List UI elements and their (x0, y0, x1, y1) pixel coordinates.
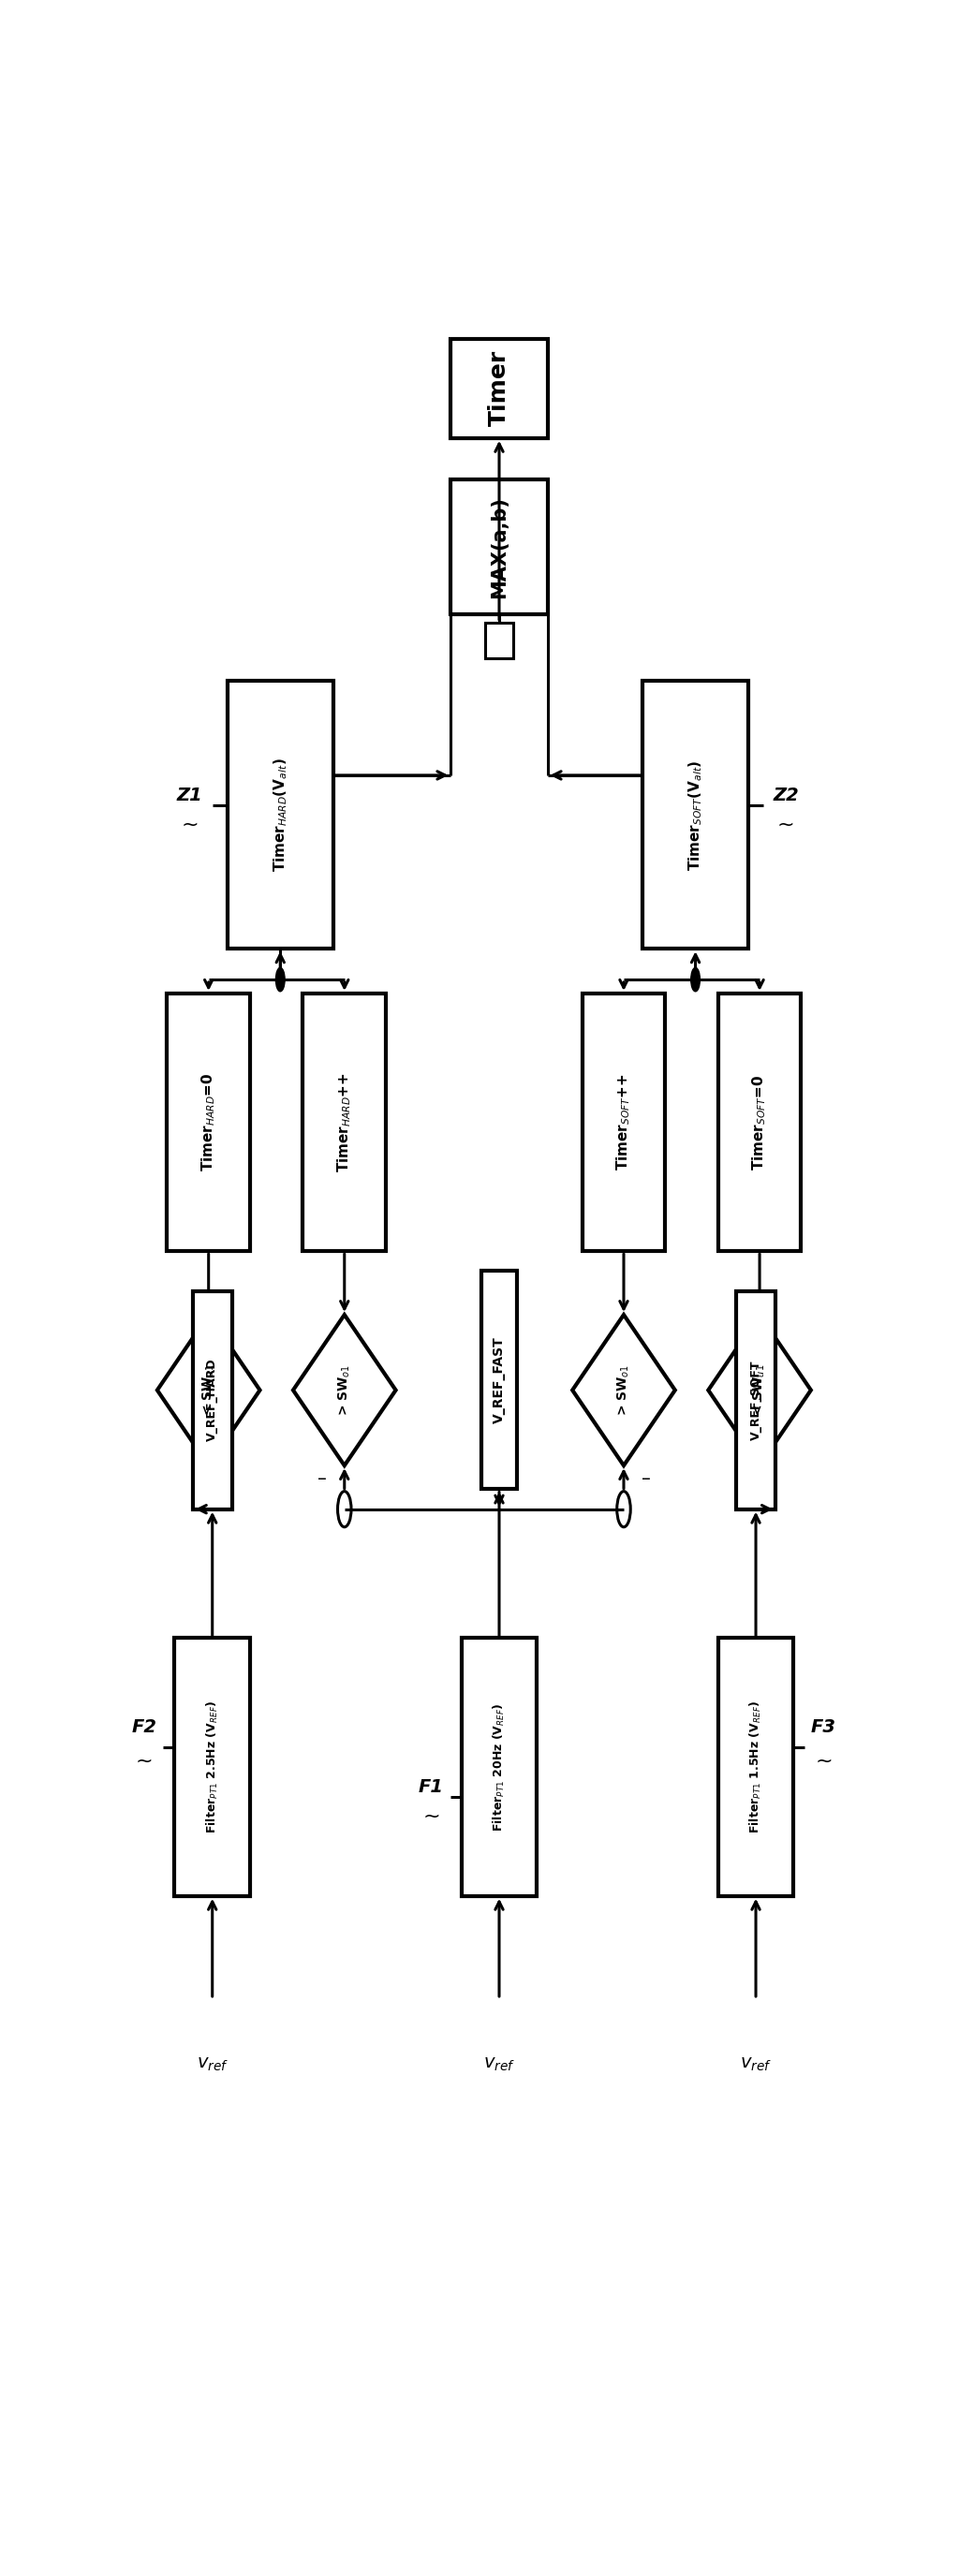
Polygon shape (708, 1314, 811, 1466)
Text: Z2: Z2 (773, 786, 799, 804)
Bar (736, 1291, 775, 1510)
Text: Timer$_{SOFT}$=0: Timer$_{SOFT}$=0 (751, 1074, 768, 1170)
Circle shape (691, 969, 700, 992)
Text: Filter$_{PT1}$ 2.5Hz (V$_{REF}$): Filter$_{PT1}$ 2.5Hz (V$_{REF}$) (205, 1700, 220, 1834)
Text: > SW$_{o1}$: > SW$_{o1}$ (337, 1365, 353, 1417)
Bar (168, 994, 250, 1252)
Text: ~: ~ (777, 817, 795, 835)
Text: $v_{ref}$: $v_{ref}$ (740, 2056, 771, 2074)
Bar (718, 994, 801, 1252)
Bar (462, 1638, 537, 1896)
Text: F2: F2 (131, 1718, 157, 1736)
Polygon shape (293, 1314, 395, 1466)
Text: Timer$_{SOFT}$++: Timer$_{SOFT}$++ (615, 1074, 632, 1172)
Text: < SW$_{u1}$: < SW$_{u1}$ (752, 1365, 768, 1417)
Text: V_REF_FAST: V_REF_FAST (493, 1337, 506, 1425)
Text: Timer$_{SOFT}$(V$_{alt}$): Timer$_{SOFT}$(V$_{alt}$) (687, 760, 704, 871)
Polygon shape (573, 1314, 675, 1466)
Bar (303, 994, 386, 1252)
Bar (193, 1291, 232, 1510)
Bar (485, 623, 513, 659)
Text: < SW$_{u1}$: < SW$_{u1}$ (201, 1365, 216, 1417)
Text: Timer$_{HARD}$(V$_{alt}$): Timer$_{HARD}$(V$_{alt}$) (272, 757, 289, 871)
Circle shape (276, 969, 284, 992)
Text: Filter$_{PT1}$ 1.5Hz (V$_{REF}$): Filter$_{PT1}$ 1.5Hz (V$_{REF}$) (748, 1700, 764, 1834)
Bar (174, 1638, 250, 1896)
Bar (450, 340, 548, 438)
Text: ~: ~ (181, 817, 199, 835)
Text: > SW$_{o1}$: > SW$_{o1}$ (616, 1365, 631, 1417)
Text: MAX(a,b): MAX(a,b) (490, 497, 508, 598)
Bar (718, 1638, 794, 1896)
Text: ~: ~ (423, 1808, 440, 1826)
Text: $v_{ref}$: $v_{ref}$ (197, 2056, 228, 2074)
Text: ~: ~ (135, 1752, 153, 1770)
Text: ~: ~ (815, 1752, 833, 1770)
Text: Timer$_{HARD}$++: Timer$_{HARD}$++ (336, 1072, 354, 1172)
Text: Timer$_{HARD}$=0: Timer$_{HARD}$=0 (200, 1074, 217, 1172)
Text: Timer: Timer (488, 350, 510, 428)
Bar (643, 680, 748, 948)
Text: F3: F3 (811, 1718, 837, 1736)
Bar (450, 479, 548, 616)
Bar (481, 1270, 517, 1489)
Polygon shape (157, 1314, 260, 1466)
Bar (227, 680, 333, 948)
Text: $v_{ref}$: $v_{ref}$ (483, 2056, 515, 2074)
Text: Filter$_{PT1}$ 20Hz (V$_{REF}$): Filter$_{PT1}$ 20Hz (V$_{REF}$) (492, 1703, 506, 1832)
Text: V_REF_SOFT: V_REF_SOFT (750, 1360, 762, 1440)
Text: F1: F1 (419, 1777, 444, 1795)
Text: –: – (318, 1471, 326, 1489)
Text: Z1: Z1 (176, 786, 203, 804)
Bar (582, 994, 665, 1252)
Text: V_REF_HARD: V_REF_HARD (206, 1358, 218, 1443)
Text: –: – (642, 1471, 651, 1489)
